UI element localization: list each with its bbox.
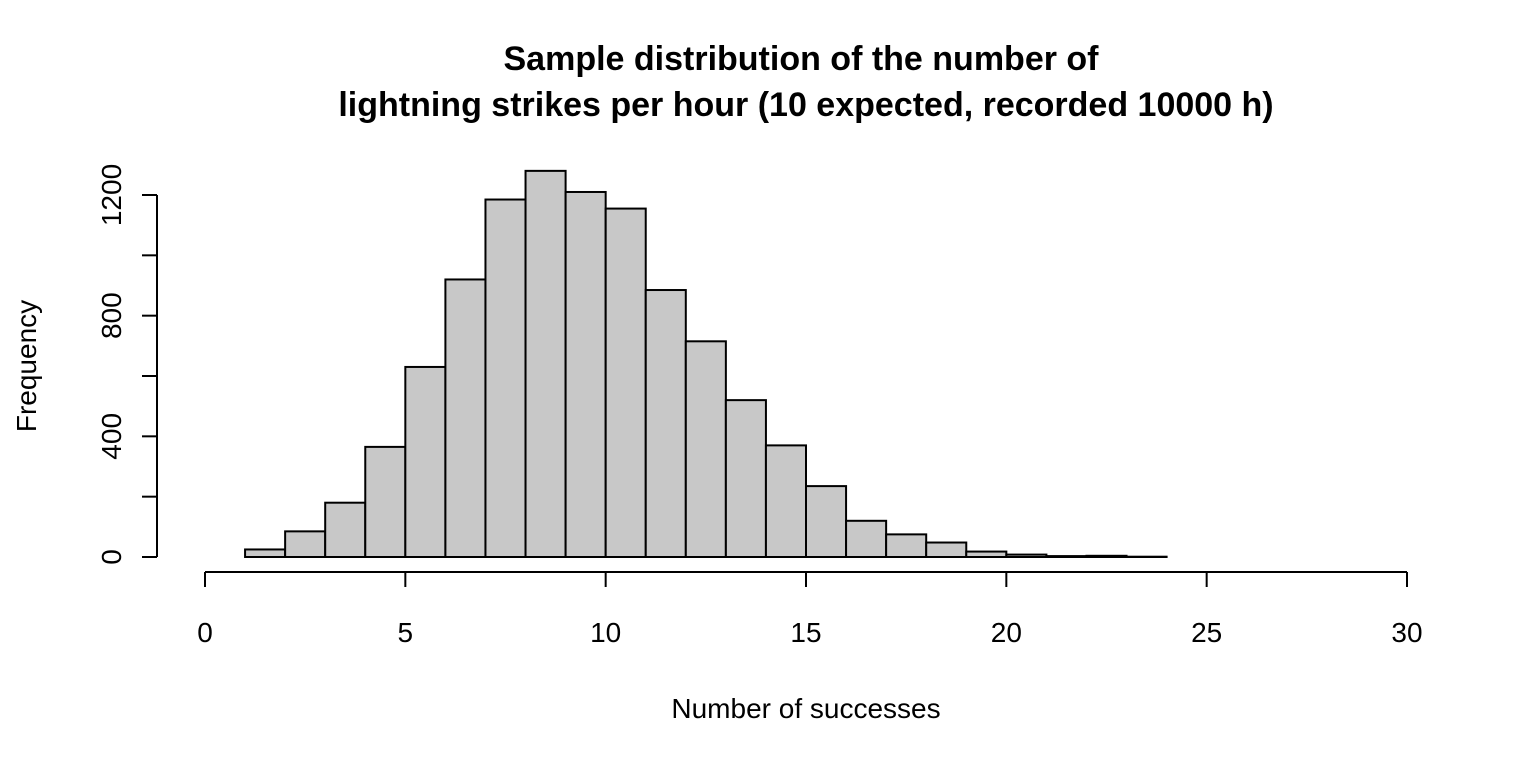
- histogram-bar: [684, 340, 727, 558]
- histogram-bar: [925, 541, 968, 559]
- histogram-bar: [845, 519, 888, 558]
- y-axis: 0 400 800 1200: [96, 164, 158, 565]
- x-tick-label: 0: [197, 617, 213, 648]
- histogram-bar: [484, 198, 527, 558]
- histogram-bar: [885, 533, 928, 558]
- y-tick-label: 400: [96, 413, 127, 460]
- histogram-bar: [364, 445, 407, 558]
- chart-title-line-1: Sample distribution of the number of: [504, 40, 1100, 78]
- histogram-bar: [1085, 554, 1128, 559]
- histogram-bar: [764, 444, 808, 558]
- x-tick-label: 25: [1191, 617, 1222, 648]
- histogram-bar: [1005, 553, 1048, 559]
- histogram-bar: [965, 550, 1008, 559]
- x-tick-label: 20: [991, 617, 1022, 648]
- x-axis: 0 5 10 15 20 25 30: [197, 571, 1423, 648]
- x-tick-label: 30: [1391, 617, 1422, 648]
- y-tick-label: 1200: [96, 164, 127, 226]
- x-tick-label: 15: [790, 617, 821, 648]
- x-tick-label: 5: [398, 617, 414, 648]
- histogram-bar: [604, 207, 647, 558]
- x-tick-label: 10: [590, 617, 621, 648]
- x-axis-label: Number of successes: [671, 693, 940, 724]
- histogram-bars: [244, 169, 1168, 559]
- y-tick-label: 800: [96, 292, 127, 339]
- histogram-bar: [564, 190, 607, 558]
- histogram-bar: [1045, 555, 1088, 558]
- histogram-bar: [244, 548, 287, 558]
- histogram-bar: [524, 169, 567, 558]
- histogram-bar: [284, 530, 327, 559]
- histogram-bar: [444, 278, 487, 558]
- y-axis-label: Frequency: [11, 300, 42, 432]
- histogram-bar: [724, 399, 767, 558]
- histogram-bar: [805, 485, 848, 559]
- y-tick-label: 0: [96, 549, 127, 565]
- histogram-bar: [324, 501, 367, 559]
- chart-title-line-2: lightning strikes per hour (10 expected,…: [338, 86, 1273, 124]
- histogram-bar: [404, 365, 447, 559]
- histogram-bar: [644, 289, 687, 558]
